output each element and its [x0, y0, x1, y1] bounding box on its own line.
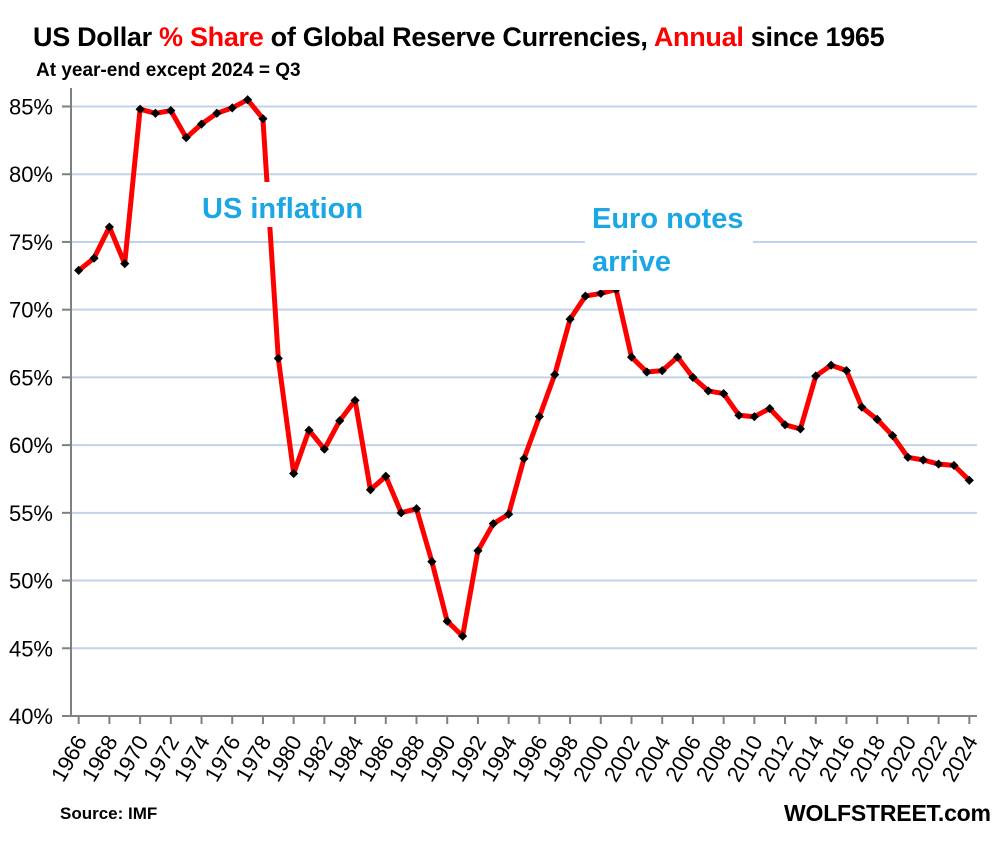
y-tick-labels: 40% 45% 50% 55% 60% 65% 70% 75% 80% 85% [9, 95, 53, 730]
data-point-marker [519, 454, 529, 464]
chart-title: US Dollar % Share of Global Reserve Curr… [33, 22, 885, 53]
data-point-marker [841, 366, 852, 376]
data-point-marker [319, 444, 329, 454]
chart-subtitle: At year-end except 2024 = Q3 [36, 60, 301, 81]
data-point-marker [857, 402, 867, 412]
data-point-marker [949, 460, 959, 471]
data-point-marker [304, 425, 314, 435]
data-point-marker [811, 371, 821, 381]
title-segment: US Dollar [33, 22, 160, 52]
data-point-marker [473, 546, 483, 556]
data-point-marker [457, 631, 468, 641]
y-tick-label: 75% [9, 230, 53, 255]
data-point-marker [626, 352, 637, 362]
data-point-marker [120, 259, 130, 269]
data-point-marker [872, 414, 882, 424]
data-point-marker [196, 119, 207, 129]
y-tick-label: 45% [9, 636, 53, 661]
data-point-marker [826, 360, 836, 370]
gridlines [71, 105, 977, 650]
y-tick-label: 40% [9, 704, 53, 729]
title-segment: since 1965 [743, 22, 885, 52]
data-point-marker [934, 459, 944, 469]
branding-label: WOLFSTREET.com [784, 800, 991, 826]
title-segment: % Share [159, 22, 264, 52]
data-point-marker [442, 616, 452, 626]
data-point-marker [964, 475, 974, 485]
data-point-marker [488, 519, 498, 529]
x-tick-labels: 1966196819701972197419761978198019821984… [46, 731, 983, 786]
source-label: Source: IMF [60, 804, 158, 823]
data-point-marker [580, 291, 591, 301]
data-point-marker [534, 412, 544, 422]
data-point-marker [703, 386, 713, 396]
data-point-marker [104, 222, 114, 232]
data-point-marker [135, 104, 145, 114]
data-point-marker [227, 103, 237, 113]
data-point-marker [565, 314, 575, 324]
data-point-marker [289, 468, 299, 479]
data-point-marker [550, 370, 560, 380]
data-point-marker [242, 95, 253, 105]
data-point-marker [427, 556, 437, 567]
data-point-marker [719, 389, 729, 399]
title-segment: Annual [653, 22, 744, 52]
data-point-marker [74, 265, 84, 275]
data-point-marker [150, 108, 161, 118]
data-point-marker [765, 403, 775, 414]
usd-share-line [76, 97, 972, 639]
y-tick-label: 55% [9, 501, 53, 526]
data-point-marker [749, 412, 759, 422]
data-point-marker [887, 431, 898, 441]
annotation-euro-notes-line2: arrive [592, 246, 672, 278]
data-point-marker [672, 352, 683, 362]
data-point-marker [780, 420, 790, 430]
data-point-marker [350, 395, 360, 406]
data-point-marker [335, 416, 345, 426]
y-tick-label: 70% [9, 298, 53, 323]
data-point-marker [381, 471, 391, 481]
annotation-euro-notes: Euro notes arrive [585, 194, 754, 290]
data-point-marker [642, 367, 652, 377]
data-point-marker [181, 133, 191, 143]
data-point-marker [795, 424, 806, 434]
y-tick-label: 60% [9, 433, 53, 458]
y-tick-label: 65% [9, 365, 53, 390]
data-point-marker [212, 108, 222, 118]
data-point-marker [166, 105, 176, 116]
annotation-us-inflation: US inflation [196, 182, 374, 227]
data-point-marker [504, 509, 514, 519]
data-point-marker [365, 485, 376, 495]
data-point-marker [918, 455, 928, 465]
data-point-marker [596, 288, 606, 299]
data-point-marker [258, 114, 268, 124]
data-point-marker [903, 452, 913, 462]
data-point-marker [657, 366, 667, 376]
y-tick-label: 80% [9, 162, 53, 187]
y-tick-label: 85% [9, 95, 53, 120]
title-segment: of Global Reserve Currencies, [263, 22, 654, 52]
data-point-marker [273, 353, 283, 364]
y-tick-label: 50% [9, 569, 53, 594]
axes [62, 88, 977, 724]
data-point-marker [734, 410, 744, 420]
data-point-marker [411, 504, 422, 514]
data-point-marker [688, 372, 698, 382]
data-point-marker [396, 508, 406, 518]
annotation-euro-notes-line1: Euro notes [592, 203, 744, 235]
data-point-marker [89, 253, 99, 263]
